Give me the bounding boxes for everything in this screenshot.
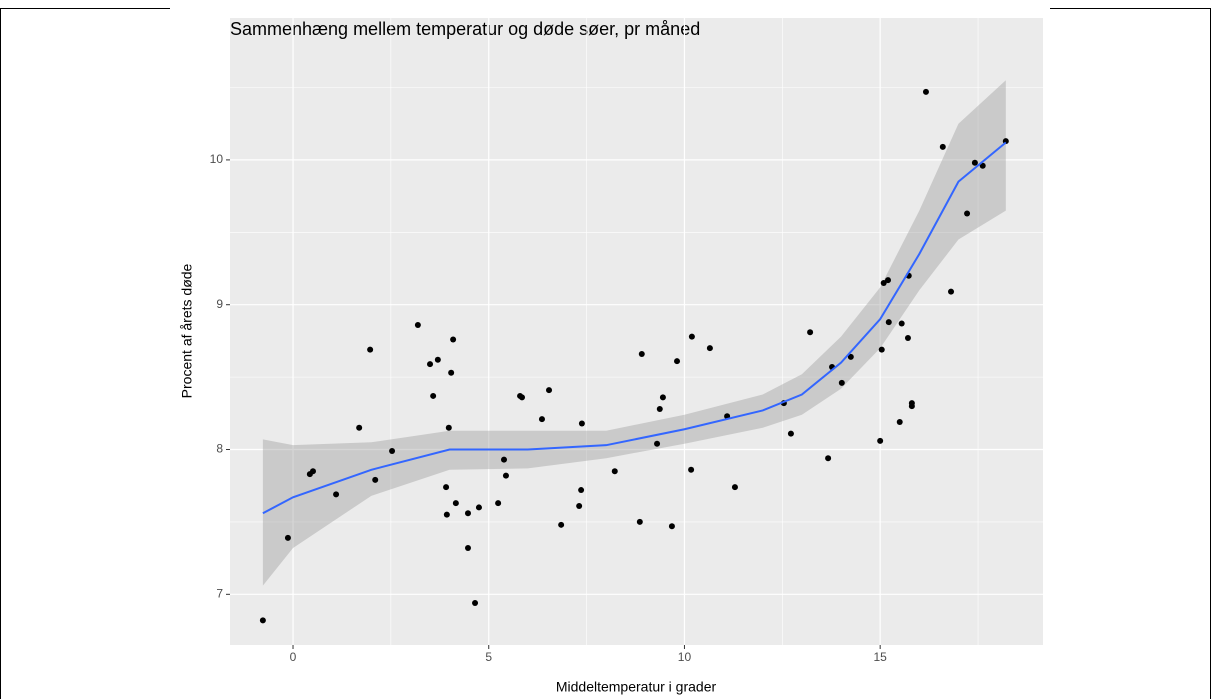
point [896, 419, 903, 426]
point [922, 88, 929, 95]
point [668, 523, 675, 530]
point [636, 518, 643, 525]
point [445, 424, 452, 431]
point [448, 369, 455, 376]
frame-gap [170, 0, 1050, 10]
point [948, 288, 955, 295]
point [656, 405, 663, 412]
x-axis-title: Middeltemperatur i grader [556, 679, 717, 695]
point [979, 162, 986, 169]
point [838, 379, 845, 386]
point [908, 400, 915, 407]
point [939, 143, 946, 150]
point [674, 358, 681, 365]
point [472, 600, 479, 607]
point [259, 617, 266, 624]
point [501, 456, 508, 463]
point [898, 320, 905, 327]
x-tick-label: 5 [485, 650, 492, 664]
point [964, 210, 971, 217]
point [558, 521, 565, 528]
x-tick-label: 10 [678, 650, 692, 664]
point [538, 416, 545, 423]
point [502, 472, 509, 479]
point [884, 277, 891, 284]
point [877, 437, 884, 444]
smooth-line [262, 141, 1007, 515]
y-tick-label: 7 [216, 586, 223, 600]
point [356, 424, 363, 431]
point [495, 500, 502, 507]
point [389, 447, 396, 454]
point [878, 346, 885, 353]
point [638, 350, 645, 357]
point [367, 346, 374, 353]
point [688, 333, 695, 340]
x-tick-label: 0 [290, 650, 297, 664]
point [654, 440, 661, 447]
panel [230, 18, 1043, 645]
point [807, 329, 814, 336]
point [284, 534, 291, 541]
point [971, 159, 978, 166]
point [847, 353, 854, 360]
confidence-band [262, 80, 1006, 586]
point [434, 356, 441, 363]
point [309, 468, 316, 475]
point [885, 319, 892, 326]
point [611, 468, 618, 475]
y-tick-label: 10 [210, 152, 224, 166]
point [475, 504, 482, 511]
point [787, 430, 794, 437]
point [578, 420, 585, 427]
point [430, 392, 437, 399]
point [427, 361, 434, 368]
point [372, 476, 379, 483]
point [452, 500, 459, 507]
point [706, 345, 713, 352]
point [880, 279, 887, 286]
point [443, 484, 450, 491]
point [825, 455, 832, 462]
point [546, 387, 553, 394]
point [333, 491, 340, 498]
point [659, 394, 666, 401]
point [519, 394, 526, 401]
point [731, 484, 738, 491]
point [414, 321, 421, 328]
y-tick-label: 9 [216, 297, 223, 311]
x-tick-label: 15 [873, 650, 887, 664]
point [688, 466, 695, 473]
point [464, 544, 471, 551]
point [576, 502, 583, 509]
point [578, 487, 585, 494]
point [443, 511, 450, 518]
y-axis-title: Procent af årets døde [179, 263, 195, 398]
chart-title: Sammenhæng mellem temperatur og døde søe… [230, 19, 700, 39]
point [464, 510, 471, 517]
point [904, 335, 911, 342]
y-tick-label: 8 [216, 442, 223, 456]
point [450, 336, 457, 343]
